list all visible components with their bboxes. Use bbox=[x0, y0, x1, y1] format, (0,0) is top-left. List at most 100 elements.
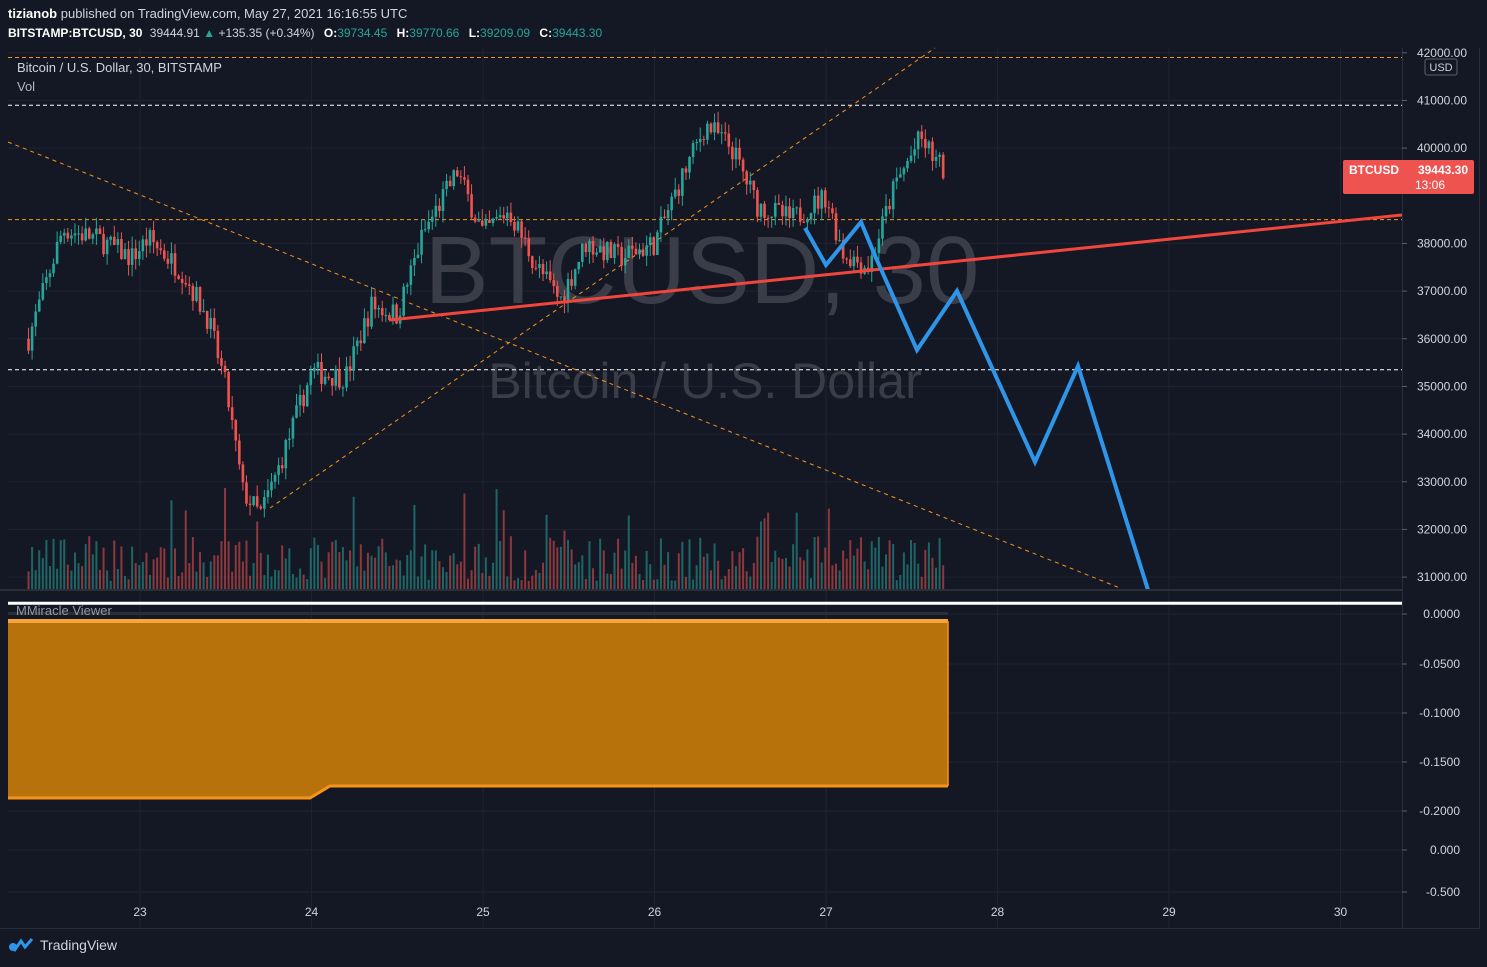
candle-body bbox=[70, 235, 73, 239]
candle-body bbox=[752, 180, 756, 190]
candle-body bbox=[238, 440, 241, 465]
volume-bar bbox=[938, 538, 941, 589]
candle-body bbox=[313, 367, 316, 372]
volume-bar bbox=[827, 508, 830, 589]
volume-bar bbox=[345, 560, 348, 589]
chart-legend-title[interactable]: Bitcoin / U.S. Dollar, 30, BITSTAMP bbox=[17, 60, 222, 75]
candle-body bbox=[806, 219, 809, 223]
volume-bar bbox=[542, 562, 545, 589]
candle-body bbox=[195, 287, 198, 302]
candle-body bbox=[180, 278, 184, 284]
candle-body bbox=[302, 394, 305, 407]
volume-bar bbox=[331, 541, 334, 589]
time-axis-border bbox=[0, 928, 1480, 929]
volume-bar bbox=[363, 570, 366, 589]
volume-bar bbox=[356, 566, 359, 589]
candle-body bbox=[638, 249, 641, 255]
candle-body bbox=[405, 284, 409, 287]
volume-bar bbox=[84, 544, 87, 589]
candle-body bbox=[105, 239, 109, 255]
volume-bar bbox=[402, 575, 405, 589]
candle-body bbox=[184, 283, 188, 285]
candle-body bbox=[831, 208, 834, 214]
candle-body bbox=[148, 230, 152, 246]
candle-body bbox=[277, 465, 280, 475]
candle-body bbox=[523, 237, 527, 239]
candle-body bbox=[541, 263, 545, 275]
volume-bar bbox=[313, 537, 316, 589]
volume-bar bbox=[727, 569, 730, 589]
volume-bar bbox=[570, 549, 573, 589]
candle-body bbox=[913, 149, 916, 156]
candle-body bbox=[588, 241, 591, 253]
volume-bar bbox=[927, 542, 930, 589]
volume-bar bbox=[466, 578, 469, 589]
volume-bar bbox=[838, 570, 841, 589]
volume-bar bbox=[477, 543, 480, 589]
volume-bar bbox=[592, 568, 595, 589]
footer-brand[interactable]: TradingView bbox=[8, 937, 117, 953]
volume-bar bbox=[617, 538, 620, 589]
candle-body bbox=[66, 232, 70, 239]
candle-body bbox=[230, 407, 234, 421]
time-axis[interactable]: 23 24 25 26 27 28 29 30 bbox=[133, 905, 1347, 919]
volume-bar bbox=[895, 580, 898, 589]
volume-bar bbox=[756, 536, 759, 589]
candle-body bbox=[480, 220, 484, 226]
candle-body bbox=[134, 248, 138, 259]
candle-body bbox=[234, 420, 238, 441]
volume-legend[interactable]: Vol bbox=[17, 79, 35, 94]
symbol-label[interactable]: BITSTAMP:BTCUSD, 30 bbox=[8, 26, 143, 40]
volume-bar bbox=[842, 550, 845, 589]
candle-body bbox=[641, 249, 645, 256]
price-tick-label: 32000.00 bbox=[1417, 522, 1467, 536]
candle-body bbox=[713, 122, 716, 133]
candle-body bbox=[223, 365, 227, 373]
volume-bar bbox=[56, 568, 59, 589]
price-tick-label: 42000.00 bbox=[1417, 46, 1467, 60]
candle-body bbox=[513, 221, 516, 231]
volume-bar bbox=[863, 561, 866, 589]
candle-body bbox=[545, 271, 548, 275]
candle-body bbox=[491, 218, 495, 223]
volume-bar bbox=[642, 579, 645, 589]
candle-body bbox=[191, 285, 195, 302]
volume-bar bbox=[942, 565, 945, 589]
candle-body bbox=[95, 228, 98, 235]
open-label: O: bbox=[323, 26, 338, 40]
candle-body bbox=[734, 147, 738, 160]
candle-body bbox=[581, 243, 584, 262]
ascending-dotted-trendline[interactable] bbox=[269, 47, 936, 509]
candle-body bbox=[845, 258, 849, 260]
projection-path[interactable] bbox=[803, 218, 1150, 591]
candle-body bbox=[559, 296, 563, 298]
indicator-axis[interactable]: 0.0000 -0.0500 -0.1000 -0.1500 -0.2000 0.000 -… bbox=[1402, 607, 1460, 899]
candle-body bbox=[652, 237, 656, 255]
candle-body bbox=[791, 208, 795, 218]
volume-bar bbox=[588, 541, 591, 589]
volume-bar bbox=[910, 540, 913, 589]
price-tick-label: 35000.00 bbox=[1417, 379, 1467, 393]
support-trendline[interactable] bbox=[389, 213, 1403, 322]
author-name[interactable]: tizianob bbox=[8, 6, 58, 21]
currency-badge-label: USD bbox=[1429, 62, 1452, 74]
volume-bar bbox=[788, 566, 791, 589]
volume-bar bbox=[209, 561, 212, 589]
indicator-lower-line[interactable] bbox=[8, 784, 948, 800]
candle-body bbox=[373, 296, 377, 310]
volume-bar bbox=[681, 541, 684, 589]
volume-bar bbox=[334, 540, 337, 589]
volume-bar bbox=[341, 547, 344, 589]
pane-separator[interactable] bbox=[0, 589, 1402, 591]
last-price: 39444.91 bbox=[149, 26, 200, 40]
price-tick-label: 41000.00 bbox=[1417, 93, 1467, 107]
volume-bar bbox=[163, 548, 166, 589]
volume-bar bbox=[609, 574, 612, 589]
currency-badge[interactable] bbox=[1424, 58, 1458, 76]
volume-bar bbox=[274, 569, 277, 589]
price-axis[interactable]: 42000.00 41000.00 40000.00 38000.00 37000.00… bbox=[1402, 46, 1467, 584]
indicator-title[interactable]: MMiracle Viewer bbox=[16, 603, 113, 618]
candle-body bbox=[773, 203, 777, 217]
volume-bar bbox=[549, 537, 552, 589]
